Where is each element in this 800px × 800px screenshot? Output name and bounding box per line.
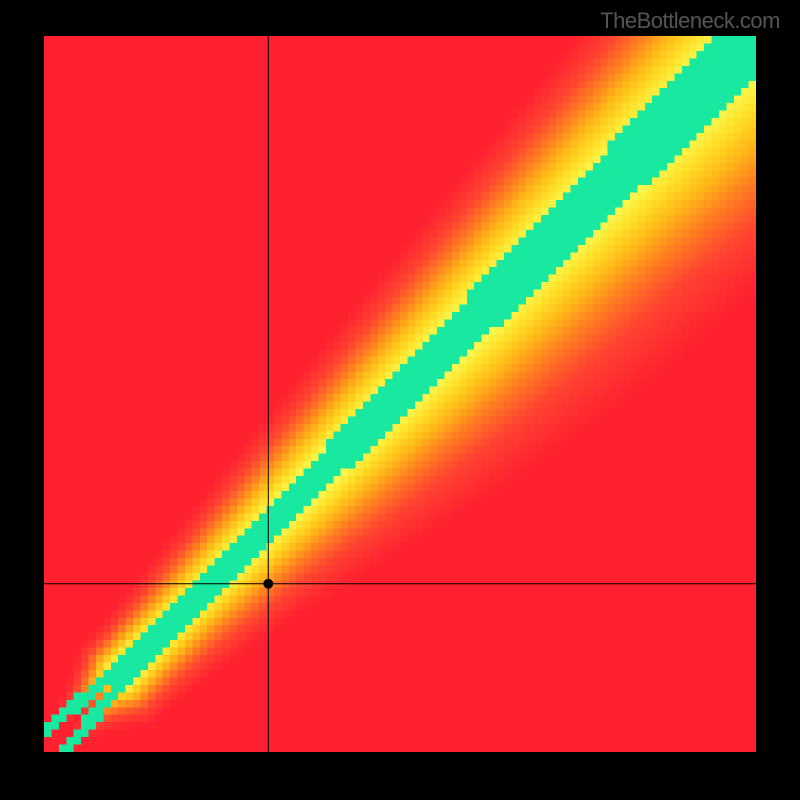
chart-container: TheBottleneck.com xyxy=(0,0,800,800)
watermark-text: TheBottleneck.com xyxy=(600,8,780,34)
bottleneck-heatmap xyxy=(44,36,756,752)
